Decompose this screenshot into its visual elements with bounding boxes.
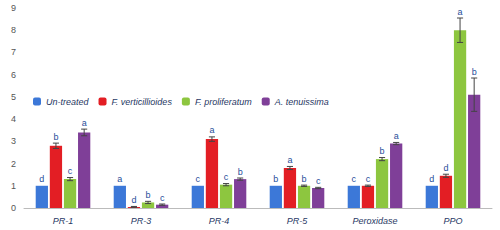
svg-text:b: b <box>146 190 151 200</box>
svg-text:a: a <box>458 7 463 17</box>
svg-text:b: b <box>380 146 385 156</box>
svg-text:a: a <box>209 125 214 135</box>
svg-text:a: a <box>394 131 399 141</box>
svg-text:5: 5 <box>11 92 16 102</box>
svg-text:2: 2 <box>11 159 16 169</box>
svg-text:b: b <box>238 167 243 177</box>
svg-text:PR-1: PR-1 <box>53 216 74 226</box>
svg-text:c: c <box>316 176 321 186</box>
svg-text:Peroxidase: Peroxidase <box>352 216 397 226</box>
svg-text:d: d <box>429 174 434 184</box>
svg-text:a: a <box>287 155 292 165</box>
svg-text:c: c <box>224 172 229 182</box>
svg-text:d: d <box>39 174 44 184</box>
svg-text:a: a <box>117 174 122 184</box>
svg-text:a: a <box>82 118 87 128</box>
svg-text:F. proliferatum: F. proliferatum <box>195 97 252 107</box>
svg-text:d: d <box>131 195 136 205</box>
svg-text:d: d <box>443 163 448 173</box>
svg-text:c: c <box>366 174 371 184</box>
svg-text:b: b <box>53 132 58 142</box>
svg-text:c: c <box>68 166 73 176</box>
svg-text:b: b <box>472 67 477 77</box>
svg-text:8: 8 <box>11 25 16 35</box>
svg-text:A. tenuissima: A. tenuissima <box>274 97 329 107</box>
svg-text:0: 0 <box>11 203 16 213</box>
svg-text:b: b <box>273 174 278 184</box>
svg-text:9: 9 <box>11 3 16 13</box>
svg-text:1: 1 <box>11 181 16 191</box>
svg-text:4: 4 <box>11 114 16 124</box>
svg-text:PR-3: PR-3 <box>131 216 152 226</box>
svg-text:c: c <box>352 174 357 184</box>
svg-text:b: b <box>302 174 307 184</box>
svg-text:c: c <box>160 193 165 203</box>
svg-text:3: 3 <box>11 136 16 146</box>
svg-text:F. verticillioides: F. verticillioides <box>112 97 173 107</box>
svg-text:6: 6 <box>11 70 16 80</box>
svg-text:PPO: PPO <box>443 216 462 226</box>
svg-text:c: c <box>196 174 201 184</box>
svg-text:PR-5: PR-5 <box>287 216 308 226</box>
svg-text:7: 7 <box>11 47 16 57</box>
svg-text:PR-4: PR-4 <box>209 216 230 226</box>
svg-text:Un-treated: Un-treated <box>46 97 90 107</box>
